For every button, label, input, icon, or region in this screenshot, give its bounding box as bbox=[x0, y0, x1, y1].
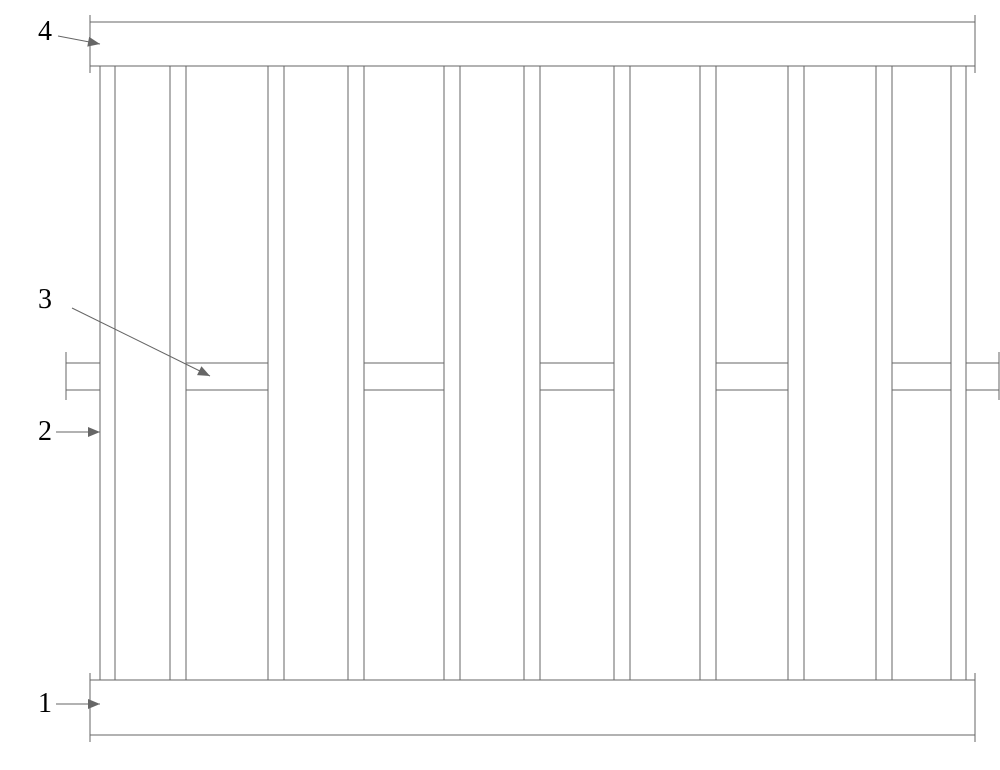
callout-arrow-2 bbox=[56, 427, 100, 437]
callout-label-4: 4 bbox=[38, 16, 52, 47]
callout-arrow-1 bbox=[56, 699, 100, 709]
callout-label-2: 2 bbox=[38, 416, 52, 447]
callout-arrow-3 bbox=[72, 308, 210, 376]
callout-label-1: 1 bbox=[38, 688, 52, 719]
callout-arrow-4 bbox=[58, 36, 100, 47]
callout-label-3: 3 bbox=[38, 284, 52, 315]
diagram-canvas: 4 3 2 1 bbox=[0, 0, 1000, 770]
